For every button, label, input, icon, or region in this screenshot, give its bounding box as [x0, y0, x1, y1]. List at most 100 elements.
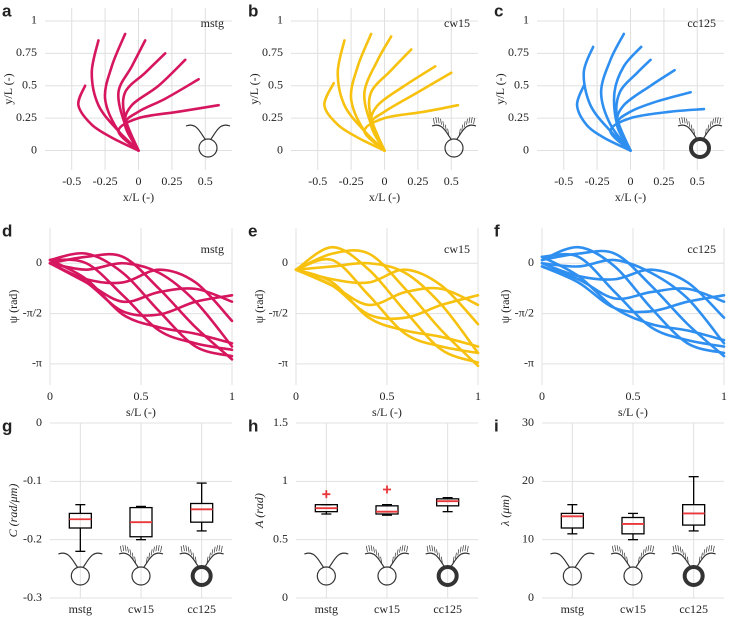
curve	[615, 90, 692, 152]
hair	[690, 124, 693, 131]
hair	[466, 118, 468, 125]
hair	[468, 117, 471, 124]
y-tick-label: 0.25	[262, 110, 283, 124]
hair	[426, 545, 429, 553]
hair	[712, 118, 714, 125]
x-tick-label: 0	[628, 174, 634, 188]
curve	[323, 81, 386, 152]
cell-body	[377, 566, 397, 586]
curve	[48, 261, 234, 317]
curve	[77, 84, 140, 152]
hair	[433, 546, 436, 553]
curve	[294, 268, 480, 348]
y-axis-label: y/L (-)	[247, 73, 261, 104]
hair	[436, 549, 438, 556]
hair	[623, 552, 626, 559]
x-tick-label: 0	[382, 174, 388, 188]
hair	[370, 545, 373, 552]
cell-icon	[179, 544, 224, 587]
hair	[183, 544, 185, 552]
x-tick-label: cc125	[187, 602, 216, 616]
panel-tag: cw15	[444, 16, 470, 30]
hair	[392, 556, 394, 563]
x-tick-label: cw15	[374, 602, 400, 616]
curve	[540, 265, 726, 303]
panel-tag: mstg	[201, 16, 224, 30]
hair	[652, 545, 654, 553]
y-tick-label: 0	[36, 415, 42, 429]
y-tick-label: 0	[523, 142, 529, 156]
hair	[642, 549, 645, 556]
y-tick-label: -π	[524, 356, 534, 370]
hair	[429, 544, 431, 552]
cell-icon	[610, 544, 656, 586]
x-tick-label: mstg	[561, 602, 584, 616]
panel-label: a	[2, 1, 12, 20]
y-tick-label: -π/2	[23, 305, 42, 319]
flagellum	[574, 552, 595, 568]
x-tick-label: cc125	[433, 602, 462, 616]
hair	[150, 549, 153, 556]
x-tick-label: 0	[539, 389, 545, 403]
cell-body	[316, 566, 336, 586]
panel-tag: cc125	[687, 16, 716, 30]
cell-icon	[185, 124, 231, 158]
hair	[638, 556, 640, 563]
y-axis-label: ψ (rad)	[6, 290, 20, 324]
curve	[294, 268, 480, 321]
flagellum	[143, 552, 164, 568]
flagellum	[677, 124, 698, 140]
hair	[220, 545, 223, 553]
hair	[373, 546, 375, 553]
flagellum	[304, 552, 324, 568]
hair	[710, 544, 713, 552]
curve	[540, 261, 726, 320]
curve	[615, 58, 652, 152]
hair	[124, 545, 127, 552]
box	[621, 516, 645, 535]
hair	[209, 552, 211, 559]
curve	[609, 107, 706, 152]
flagellum	[389, 552, 410, 568]
hair	[683, 117, 686, 124]
cell-icon	[364, 544, 410, 586]
x-tick-label: 0	[293, 389, 299, 403]
hair	[677, 545, 680, 552]
hair	[399, 546, 401, 553]
hair	[640, 552, 643, 559]
hair	[185, 545, 188, 552]
curve	[367, 48, 413, 152]
hair	[698, 556, 701, 563]
y-tick-label: 0	[528, 255, 534, 269]
hair	[444, 124, 447, 131]
flagellum	[456, 124, 477, 140]
flagellum	[364, 552, 385, 568]
flagellum	[58, 552, 78, 568]
hair	[157, 544, 160, 552]
flagellum	[431, 124, 452, 140]
y-tick-label: 0.75	[262, 45, 283, 59]
hair	[131, 552, 134, 559]
curve	[294, 249, 480, 368]
x-tick-label: cw15	[128, 602, 154, 616]
x-tick-label: 0.25	[407, 174, 428, 188]
y-tick-label: -π	[32, 356, 42, 370]
y-tick-label: 1	[282, 473, 288, 487]
y-axis-label: ψ (rad)	[252, 290, 266, 324]
hair	[682, 549, 684, 556]
y-tick-label: 1	[277, 13, 283, 27]
hair	[127, 546, 129, 553]
hair	[377, 552, 380, 559]
curve	[48, 261, 234, 323]
y-tick-label: 0.5	[273, 531, 288, 545]
curve	[117, 103, 220, 152]
y-tick-label: 0.25	[508, 110, 529, 124]
hair	[368, 544, 371, 552]
y-tick-label: -π/2	[269, 305, 288, 319]
hair	[206, 556, 209, 563]
hair	[693, 128, 695, 135]
hair	[701, 552, 703, 559]
cell-icon	[671, 544, 716, 587]
cell-body	[131, 566, 151, 586]
